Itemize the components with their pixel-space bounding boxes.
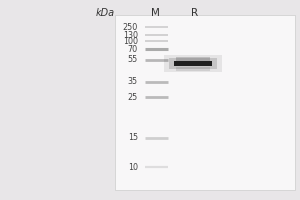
Text: M: M [151,8,159,18]
Text: kDa: kDa [95,8,115,18]
Text: 25: 25 [128,92,138,102]
Bar [174,60,212,66]
Text: 55: 55 [128,55,138,64]
Bar [169,58,217,68]
Text: 35: 35 [128,77,138,86]
Bar [164,54,222,72]
Text: 15: 15 [128,134,138,142]
Text: 70: 70 [128,45,138,53]
Text: 100: 100 [123,36,138,46]
Bar [115,15,295,190]
Bar [176,66,210,71]
Text: 10: 10 [128,162,138,171]
Bar [176,57,210,61]
Text: 130: 130 [123,30,138,40]
Text: R: R [191,8,199,18]
Text: 250: 250 [123,22,138,31]
